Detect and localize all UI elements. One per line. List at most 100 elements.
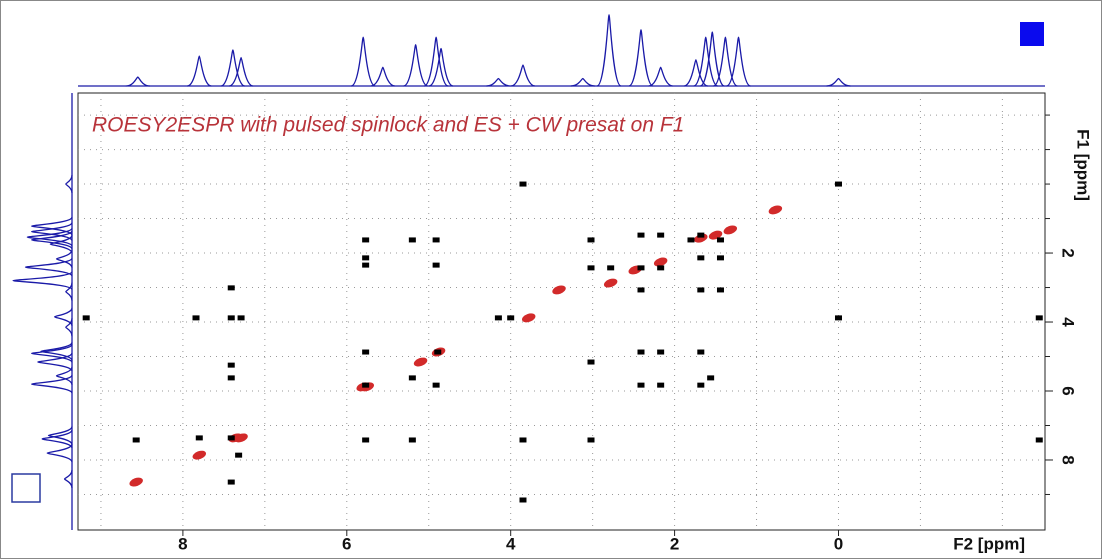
cross-peak <box>237 315 245 321</box>
cross-peak <box>697 232 705 238</box>
cross-peak <box>507 315 515 321</box>
projection-peak <box>693 36 719 87</box>
projection-peak <box>63 469 73 489</box>
cross-peak <box>362 237 370 243</box>
plot-frame <box>77 92 1046 531</box>
cross-peak <box>519 181 527 187</box>
projection-peak <box>31 216 73 236</box>
cross-peak <box>657 265 665 271</box>
cross-peak <box>637 287 645 293</box>
cross-peak <box>657 349 665 355</box>
cross-peak <box>687 237 695 243</box>
cross-peak <box>637 349 645 355</box>
cross-peak <box>1035 437 1043 443</box>
cross-peak <box>362 262 370 268</box>
projection-peak <box>228 56 254 87</box>
cross-peak <box>637 232 645 238</box>
projection-peak <box>31 374 73 394</box>
projection-peak <box>46 443 73 463</box>
diagonal-peak <box>413 357 428 367</box>
cross-peak <box>195 435 203 441</box>
projection-peak <box>596 14 622 87</box>
projection-peak <box>55 366 73 386</box>
projection-peak <box>12 270 73 291</box>
cross-peak <box>132 437 140 443</box>
projection-peak <box>53 307 73 327</box>
projection-peak <box>486 77 511 87</box>
y-tick-label: 6 <box>1059 386 1078 395</box>
cross-peak <box>227 285 235 291</box>
projection-peak <box>65 174 73 194</box>
projection-peak <box>570 77 595 87</box>
x-tick-label: 8 <box>178 534 187 553</box>
projection-peak <box>41 429 73 449</box>
cross-peak <box>834 315 842 321</box>
x-tick-label: 2 <box>670 534 679 553</box>
projection-peak <box>187 55 212 87</box>
cross-peak <box>587 237 595 243</box>
diagonal-peak <box>552 285 566 295</box>
cross-peak <box>587 359 595 365</box>
projection-peak <box>510 64 536 87</box>
cross-peak <box>1035 315 1043 321</box>
diagonal-peak <box>768 205 783 215</box>
y-axis-label: F1 [ppm] <box>1074 129 1093 201</box>
projection-peak <box>31 222 73 242</box>
x-axis-label: F2 [ppm] <box>953 534 1025 553</box>
projection-peak <box>699 31 725 87</box>
projection-peak <box>24 257 73 277</box>
cross-peak <box>607 265 615 271</box>
diagonal-peak <box>603 278 618 288</box>
cross-peak <box>227 375 235 381</box>
x-tick-label: 0 <box>834 534 843 553</box>
cross-peak <box>82 315 90 321</box>
projection-peak <box>370 66 396 87</box>
cross-peak <box>697 349 705 355</box>
projection-peak <box>648 66 673 87</box>
projection-peak <box>26 227 73 247</box>
cross-peak <box>362 349 370 355</box>
cross-peak <box>519 497 527 503</box>
cross-peak <box>587 437 595 443</box>
projection-peak <box>125 76 150 87</box>
projection-peak <box>423 36 449 87</box>
cross-peak <box>657 232 665 238</box>
x-tick-label: 6 <box>342 534 351 553</box>
projection-peak <box>628 29 654 87</box>
cross-peak <box>834 181 842 187</box>
projection-peak <box>40 342 73 361</box>
cross-peak <box>227 479 235 485</box>
cross-peak <box>657 382 665 388</box>
projection-peak <box>683 59 709 87</box>
cross-peak <box>637 382 645 388</box>
cross-peak <box>697 255 705 261</box>
projection-peak <box>47 426 73 445</box>
cross-peak <box>716 255 724 261</box>
diagonal-peak <box>192 450 207 460</box>
cross-peak <box>227 435 235 441</box>
diagonal-peak <box>522 313 536 323</box>
cross-peak <box>227 362 235 368</box>
projection-peak <box>31 343 73 364</box>
cross-peak <box>432 262 440 268</box>
cross-peak <box>432 237 440 243</box>
diagonal-peak <box>708 230 723 240</box>
cross-peak <box>519 437 527 443</box>
diagonal-peak <box>723 225 738 235</box>
cross-peak <box>408 375 416 381</box>
diagonal-peak <box>234 433 248 443</box>
projection-peak <box>37 352 73 372</box>
projection-peak <box>350 36 376 87</box>
cross-peak <box>697 287 705 293</box>
cross-peak <box>716 287 724 293</box>
y-tick-label: 2 <box>1059 248 1078 257</box>
projection-peak <box>428 47 454 87</box>
projection-peak <box>55 249 73 269</box>
cross-peak <box>408 237 416 243</box>
y-tick-label: 8 <box>1059 455 1078 464</box>
x-tick-label: 4 <box>506 534 516 553</box>
cross-peak <box>362 382 370 388</box>
cross-peak <box>494 315 502 321</box>
